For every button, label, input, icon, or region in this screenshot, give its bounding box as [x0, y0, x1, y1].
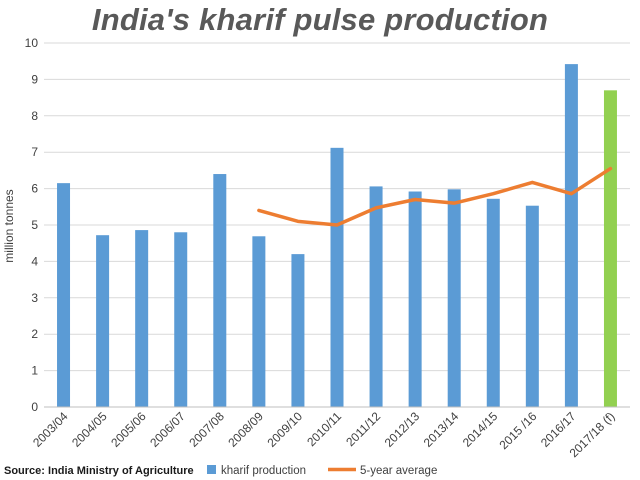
- average-line-path: [257, 166, 613, 227]
- y-tick-4: 4: [31, 254, 38, 268]
- x-tick-2006/07: 2006/07: [147, 409, 188, 450]
- legend-swatch-bar: [207, 465, 216, 474]
- bar-2015 /16: [525, 205, 539, 407]
- y-tick-10: 10: [25, 36, 39, 50]
- y-tick-9: 9: [31, 72, 38, 86]
- average-line: [257, 166, 613, 227]
- legend-label-line: 5-year average: [360, 465, 437, 477]
- bar-2014/15: [486, 198, 500, 407]
- y-tick-7: 7: [31, 145, 38, 159]
- y-tick-0: 0: [31, 400, 38, 414]
- bar-2013/14: [447, 189, 461, 407]
- x-tick-2012/13: 2012/13: [382, 409, 423, 450]
- y-tick-2: 2: [31, 327, 38, 341]
- legend: kharif production 5-year average: [207, 465, 437, 477]
- x-tick-2013/14: 2013/14: [421, 409, 462, 450]
- legend-label-bar: kharif production: [221, 465, 306, 477]
- x-tick-2004/05: 2004/05: [69, 409, 110, 450]
- bar-2003/04: [57, 183, 71, 407]
- x-tick-2005/06: 2005/06: [108, 409, 149, 450]
- y-tick-5: 5: [31, 218, 38, 232]
- y-tick-1: 1: [31, 364, 38, 378]
- bar-2011/12: [369, 186, 383, 407]
- x-tick-2011/12: 2011/12: [343, 409, 383, 449]
- x-tick-2008/09: 2008/09: [225, 409, 266, 450]
- bar-2016/17: [564, 64, 578, 407]
- x-tick-2015 /16: 2015 /16: [497, 409, 540, 452]
- bar-2010/11: [330, 147, 344, 407]
- x-tick-2007/08: 2007/08: [186, 409, 227, 450]
- bar-2012/13: [408, 191, 422, 407]
- x-tick-2003/04: 2003/04: [30, 409, 71, 450]
- chart-title: India's kharif pulse production: [91, 2, 549, 37]
- x-axis: 2003/042004/052005/062006/072007/082008/…: [30, 406, 630, 460]
- bar-2006/07: [174, 232, 188, 407]
- y-axis-label: million tonnes: [2, 189, 16, 262]
- source-note: Source: India Ministry of Agriculture: [4, 465, 194, 477]
- y-axis: 0 1 2 3 4 5 6 7 8 9 10: [25, 36, 39, 414]
- y-tick-6: 6: [31, 182, 38, 196]
- bar-2008/09: [252, 236, 266, 407]
- bar-2005/06: [135, 230, 149, 407]
- y-tick-8: 8: [31, 109, 38, 123]
- x-tick-2014/15: 2014/15: [460, 409, 501, 450]
- bar-2009/10: [291, 254, 305, 407]
- x-tick-2010/11: 2010/11: [304, 409, 344, 449]
- y-tick-3: 3: [31, 291, 38, 305]
- bar-2017/18 (f): [603, 90, 617, 407]
- bar-2004/05: [96, 235, 110, 407]
- x-tick-2009/10: 2009/10: [264, 409, 305, 450]
- bar-2007/08: [213, 174, 227, 407]
